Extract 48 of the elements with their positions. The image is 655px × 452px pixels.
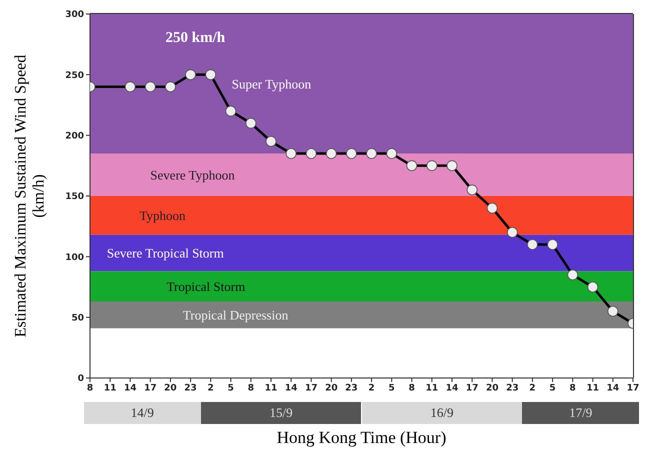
y-tick-label: 150 xyxy=(65,192,84,202)
y-tick-label: 250 xyxy=(65,70,84,81)
x-tick-label: 20 xyxy=(164,383,177,394)
x-tick-label: 2 xyxy=(368,383,375,394)
y-tick-label: 200 xyxy=(65,132,84,142)
x-tick-label: 17 xyxy=(466,383,478,394)
x-tick-label: 5 xyxy=(228,383,234,394)
x-tick-label: 5 xyxy=(549,383,556,394)
band-label: Severe Typhoon xyxy=(150,167,236,182)
x-tick-label: 23 xyxy=(345,383,358,394)
y-axis-title: Estimated Maximum Sustained Wind Speed (km/h) xyxy=(12,54,48,338)
x-tick-label: 11 xyxy=(426,383,438,394)
x-tick-label: 8 xyxy=(248,383,254,394)
text: 16/9 xyxy=(362,402,522,424)
band-label: Tropical Storm xyxy=(166,279,246,294)
band-label: Severe Tropical Storm xyxy=(106,246,224,261)
y-tick-label: 100 xyxy=(65,252,84,263)
y-tick-label: 50 xyxy=(71,314,84,324)
x-tick-label: 5 xyxy=(388,383,395,394)
x-tick-label: 14 xyxy=(446,383,458,394)
x-tick-label: 2 xyxy=(208,383,214,394)
band-label: Super Typhoon xyxy=(232,76,312,92)
x-tick-label: 17 xyxy=(304,383,318,394)
x-tick-label: 20 xyxy=(325,383,338,394)
x-tick-label: 11 xyxy=(264,383,278,394)
y-tick-label: 0 xyxy=(78,374,84,384)
x-tick-label: 14 xyxy=(284,383,298,394)
x-tick-label: 23 xyxy=(506,383,519,394)
text: 15/9 xyxy=(200,402,362,424)
x-tick-label: 23 xyxy=(184,383,197,394)
annotation: 250 km/h xyxy=(166,30,226,47)
text: 14/9 xyxy=(84,402,201,424)
x-tick-label: 8 xyxy=(408,383,415,394)
x-tick-label: 14 xyxy=(124,383,136,394)
x-tick-label: 14 xyxy=(606,383,620,394)
text: 17/9 xyxy=(522,402,639,424)
x-tick-label: 17 xyxy=(144,383,157,394)
y-tick-label: 300 xyxy=(65,10,84,20)
x-tick-label: 11 xyxy=(104,383,116,394)
x-tick-label: 20 xyxy=(486,383,498,394)
x-tick-label: 8 xyxy=(570,383,576,394)
x-tick-label: 8 xyxy=(86,383,94,394)
x-tick-label: 11 xyxy=(586,383,600,394)
band-label: Typhoon xyxy=(139,208,186,224)
x-axis-title: Hong Kong Time (Hour) xyxy=(276,428,448,448)
x-tick-label: 17 xyxy=(626,383,640,394)
band-label: Tropical Depression xyxy=(182,308,289,323)
x-tick-label: 2 xyxy=(529,383,536,394)
